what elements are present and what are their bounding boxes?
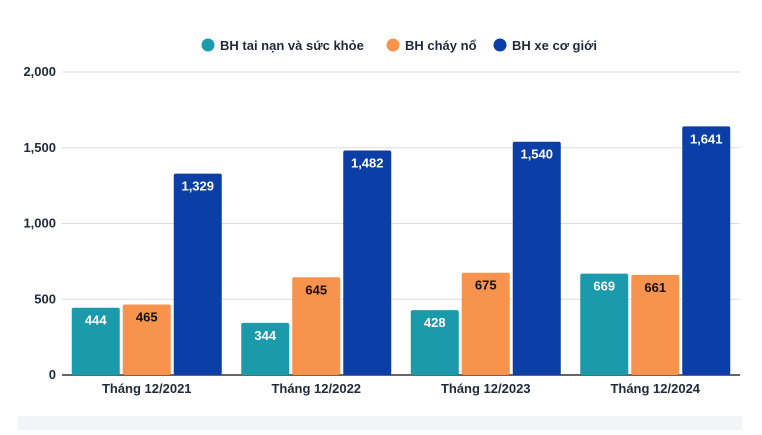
y-tick-label: 2,000 (23, 64, 56, 79)
bar (512, 141, 561, 375)
bar (343, 150, 392, 375)
bar (580, 273, 629, 375)
bar (410, 310, 459, 375)
bar-value-label: 645 (305, 282, 327, 297)
legend-label: BH cháy nổ (405, 38, 477, 53)
bar (71, 307, 120, 375)
bar-value-label: 465 (136, 310, 158, 325)
legend-label: BH xe cơ giới (512, 38, 597, 53)
x-category-label: Tháng 12/2024 (610, 381, 700, 396)
bar (292, 277, 341, 375)
bar-value-label: 1,641 (690, 131, 723, 146)
bar-value-label: 428 (424, 315, 446, 330)
bar-value-label: 344 (254, 328, 276, 343)
x-category-label: Tháng 12/2021 (102, 381, 192, 396)
y-tick-label: 1,500 (23, 140, 56, 155)
bar (631, 274, 680, 375)
bar (122, 304, 171, 375)
y-tick-label: 1,000 (23, 216, 56, 231)
bar-value-label: 669 (593, 279, 615, 294)
y-tick-label: 0 (49, 367, 56, 382)
legend-label: BH tai nạn và sức khỏe (220, 38, 364, 53)
bar-value-label: 1,329 (181, 179, 214, 194)
bar-value-label: 1,540 (520, 147, 553, 162)
y-tick-label: 500 (34, 291, 56, 306)
bar (241, 322, 290, 375)
bar-value-label: 661 (644, 280, 666, 295)
bar-value-label: 444 (85, 313, 107, 328)
bar-value-label: 1,482 (351, 155, 384, 170)
footer-band (18, 416, 742, 430)
legend-marker (201, 38, 215, 52)
bar (461, 272, 510, 375)
bar (173, 173, 222, 375)
x-category-label: Tháng 12/2023 (441, 381, 531, 396)
bar-value-label: 675 (475, 278, 497, 293)
legend-marker (493, 38, 507, 52)
legend-marker (386, 38, 400, 52)
bar (682, 126, 731, 376)
x-category-label: Tháng 12/2022 (271, 381, 361, 396)
